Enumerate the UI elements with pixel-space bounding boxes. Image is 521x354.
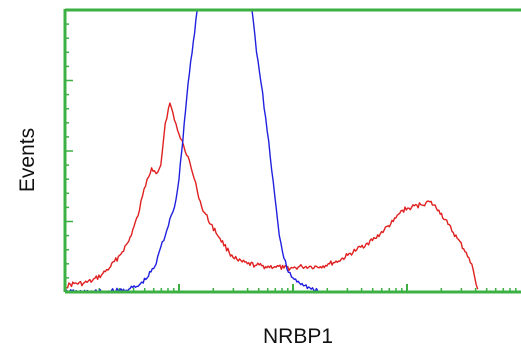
y-axis-title: Events: [16, 128, 39, 192]
x-axis-title: NRBP1: [263, 325, 333, 348]
red-series-line: [65, 102, 479, 290]
